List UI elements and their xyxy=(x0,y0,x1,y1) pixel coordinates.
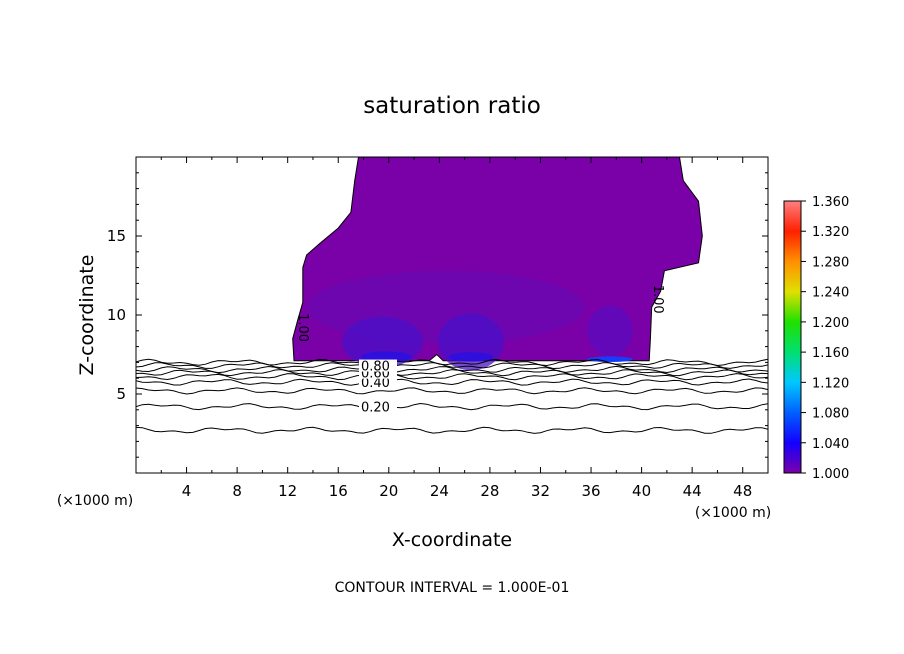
supersaturation-patch xyxy=(448,352,494,362)
region-contour-label: 1.00 xyxy=(295,313,310,342)
contour-lines xyxy=(136,358,768,434)
x-tick-label: 28 xyxy=(480,482,499,500)
colorbar-tick-label: 1.160 xyxy=(812,346,849,361)
x-tick-label: 20 xyxy=(379,482,398,500)
contour-line xyxy=(136,387,768,395)
contour-label: 0.20 xyxy=(361,401,390,416)
x-tick-label: 8 xyxy=(232,482,242,500)
contour-interval-note: CONTOUR INTERVAL = 1.000E-01 xyxy=(335,580,570,596)
contour-line xyxy=(136,369,768,377)
colorbar-tick-label: 1.360 xyxy=(812,195,849,210)
x-tick-label: 24 xyxy=(430,482,449,500)
y-unit-label: (×1000 m) xyxy=(57,493,133,509)
x-unit-label: (×1000 m) xyxy=(695,505,771,521)
contour-labels: 0.200.400.600.801.001.00 xyxy=(295,285,665,416)
supersaturation-patch xyxy=(587,356,633,363)
contour-line xyxy=(136,362,768,370)
supersaturation-patch xyxy=(438,313,504,371)
contour-line xyxy=(136,373,768,381)
colorbar-tick-label: 1.200 xyxy=(812,316,849,331)
y-axis-label: Z-coordinate xyxy=(76,255,98,376)
x-axis-label: X-coordinate xyxy=(392,529,512,551)
contour-label: 0.40 xyxy=(361,376,390,391)
y-axis-ticks: 5 10 15 xyxy=(107,172,768,458)
colorbar-tick-label: 1.080 xyxy=(812,407,849,422)
x-tick-label: 48 xyxy=(733,482,752,500)
x-tick-label: 40 xyxy=(632,482,651,500)
plot-area xyxy=(136,157,768,434)
supersaturation-patch xyxy=(587,305,633,357)
contour-label: 0.80 xyxy=(361,360,390,375)
contour-line xyxy=(136,426,768,434)
contour-line xyxy=(136,378,768,386)
contour-label-bg xyxy=(358,400,397,413)
colorbar-tick-label: 1.000 xyxy=(812,467,849,482)
colorbar-tick-label: 1.240 xyxy=(812,286,849,301)
x-tick-label: 4 xyxy=(182,482,192,500)
x-tick-label: 32 xyxy=(531,482,550,500)
y-tick-label: 5 xyxy=(116,385,126,403)
region-contour-label: 1.00 xyxy=(650,285,665,314)
x-tick-label: 44 xyxy=(683,482,702,500)
contour-label-bg xyxy=(358,359,397,372)
colorbar-tick-label: 1.280 xyxy=(812,255,849,270)
colorbar xyxy=(783,200,802,474)
y-tick-label: 10 xyxy=(107,306,126,324)
x-tick-label: 12 xyxy=(278,482,297,500)
contour-line xyxy=(136,402,768,411)
colorbar-tick-label: 1.040 xyxy=(812,437,849,452)
supersaturation-maxima xyxy=(306,270,633,371)
colorbar-ticks: 1.000 1.040 1.080 1.120 1.160 1.200 1.240 1.280… xyxy=(801,195,849,482)
x-axis-ticks: 4 8 12 16 20 24 28 32 36 40 44 48 xyxy=(160,157,752,500)
contour-line xyxy=(136,365,768,374)
y-tick-label: 15 xyxy=(107,227,126,245)
colorbar-tick-label: 1.320 xyxy=(812,225,849,240)
contour-line xyxy=(136,358,768,367)
x-tick-label: 16 xyxy=(329,482,348,500)
contour-label-bg xyxy=(358,376,397,389)
x-tick-label: 36 xyxy=(581,482,600,500)
chart-title: saturation ratio xyxy=(363,93,541,119)
colorbar-tick-label: 1.120 xyxy=(812,376,849,391)
